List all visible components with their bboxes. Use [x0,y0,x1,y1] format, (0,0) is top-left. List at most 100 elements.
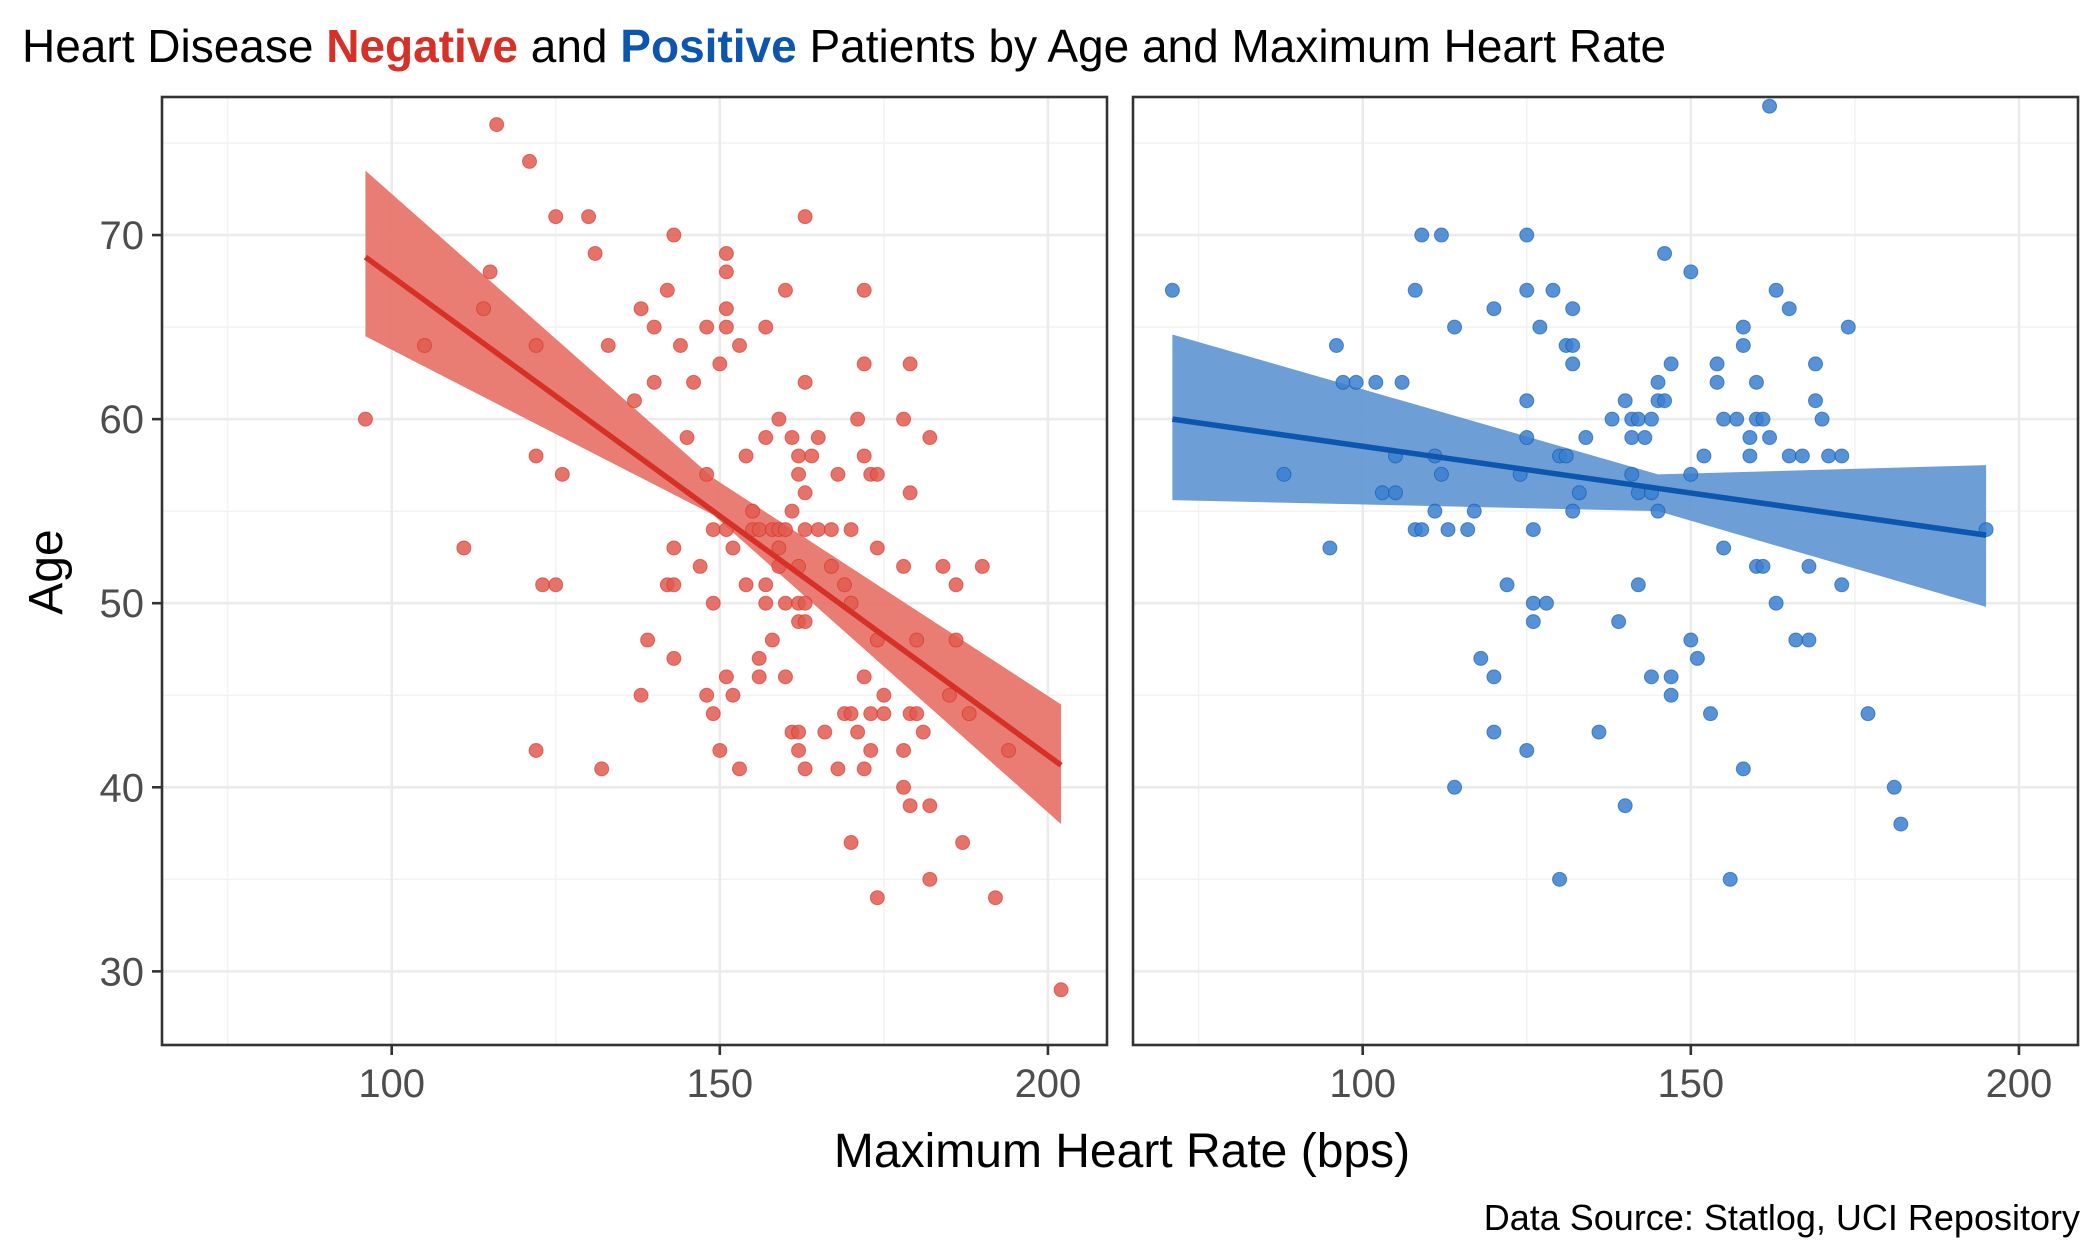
data-point [1328,338,1344,354]
data-point [1808,393,1823,409]
data-point [896,558,912,574]
data-point [1729,411,1745,427]
data-point [554,466,570,482]
data-point [909,706,925,722]
data-point [1053,982,1069,998]
data-point [1473,650,1489,666]
data-point [758,430,774,446]
data-point [987,890,1003,906]
data-point [1683,264,1699,280]
data-point [528,338,544,354]
data-point [974,558,990,574]
data-point [1617,798,1633,814]
data-point [1801,558,1817,574]
data-point [915,724,931,740]
data-point [1525,595,1541,611]
data-point [1886,779,1902,795]
data-point [581,209,597,225]
data-point [1414,227,1430,243]
data-point [1755,411,1771,427]
data-point [1735,338,1751,354]
data-point [784,503,800,519]
data-point [1611,614,1627,630]
x-tick-label: 150 [1657,1062,1724,1106]
data-point [830,466,846,482]
confidence-band [1172,334,1987,607]
data-point [791,724,807,740]
data-point [1604,411,1620,427]
data-point [1460,522,1476,538]
data-point [1762,98,1778,114]
data-point [771,540,787,556]
data-point [1499,577,1515,593]
data-point [1637,430,1653,446]
data-point [764,632,780,648]
data-point [1558,448,1574,464]
data-point [528,742,544,758]
data-point [856,448,872,464]
data-point [896,779,912,795]
data-point [837,577,852,593]
data-point [1617,393,1633,409]
data-point [1578,430,1594,446]
data-point [1466,503,1482,519]
panel-border [160,95,1109,1047]
data-point [751,669,767,685]
data-point [758,595,774,611]
chart-title: Heart Disease Negative and Positive Pati… [22,20,1666,72]
data-point [1814,411,1830,427]
data-point [751,650,767,666]
data-point [777,282,793,298]
data-point [692,558,708,574]
data-point [646,319,662,335]
data-point [1545,282,1561,298]
data-point [1335,374,1351,390]
data-point [1538,595,1554,611]
data-point [1801,632,1817,648]
data-point [1164,282,1180,298]
x-tick-label: 200 [1986,1062,2053,1106]
data-point [922,430,938,446]
data-point [843,835,859,851]
data-point [1742,430,1758,446]
data-point [1834,448,1850,464]
data-point [843,522,859,538]
data-point [1643,411,1659,427]
data-point [1519,227,1535,243]
data-point [672,338,688,354]
data-point [856,761,872,777]
data-point [456,540,472,556]
data-point [1519,742,1535,758]
data-point [876,687,892,703]
data-point [1709,356,1725,372]
data-point [1394,374,1410,390]
data-point [751,522,767,538]
x-tick-label: 200 [1015,1062,1082,1106]
data-point [1447,779,1463,795]
data-point [797,595,813,611]
data-point [712,742,728,758]
data-point [758,577,774,593]
data-point [1663,687,1679,703]
x-axis-title: Maximum Heart Rate (bps) [834,1125,1410,1178]
data-point [1840,319,1856,335]
data-point [1735,319,1751,335]
data-point [705,706,721,722]
data-point [823,558,839,574]
data-point [777,522,793,538]
data-point [1440,522,1456,538]
y-axis: 30 40 50 60 70 [100,214,162,994]
data-point [1624,466,1640,482]
data-point [679,430,695,446]
data-point [705,595,721,611]
regression-line [1171,416,1987,538]
data-point [817,724,833,740]
data-point [1650,503,1666,519]
data-point [1696,448,1712,464]
data-point [1643,669,1659,685]
data-point [699,466,715,482]
x-tick-label: 100 [358,1062,425,1106]
x-tick-label: 150 [686,1062,753,1106]
data-point [1433,227,1449,243]
